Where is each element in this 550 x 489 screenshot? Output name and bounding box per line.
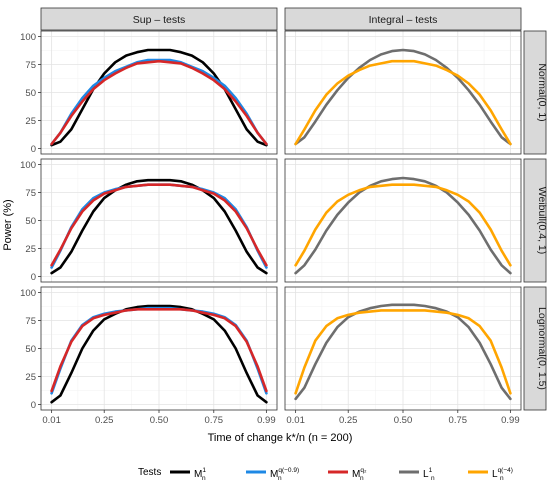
series-line	[294, 309, 512, 395]
series-line	[50, 48, 268, 147]
y-tick-label: 100	[20, 160, 36, 171]
facet-strip-row-label: Lognormal(0, 1.5)	[536, 307, 548, 390]
y-tick-label: 100	[20, 32, 36, 43]
x-tick-label: 0.25	[339, 415, 358, 426]
legend-entry-label: L1 n	[423, 467, 435, 482]
y-tick-label: 25	[25, 372, 36, 383]
x-tick-label: 0.99	[501, 415, 520, 426]
series-line	[50, 178, 268, 275]
y-tick-label: 0	[31, 272, 36, 283]
facet-strip-row	[523, 286, 547, 411]
y-tick-label: 0	[31, 400, 36, 411]
y-tick-label: 25	[25, 116, 36, 127]
legend-entry-label: M1 n	[194, 467, 206, 482]
facet-strip-row-label: Weibull(0.4, 1)	[536, 187, 548, 255]
y-tick-label: 50	[25, 216, 36, 227]
series-line	[294, 176, 512, 275]
facet-strip-column-label: Integral – tests	[369, 14, 438, 26]
series-line	[294, 59, 512, 146]
y-tick-label: 50	[25, 88, 36, 99]
panel-border	[284, 30, 522, 155]
legend-entry-label: Lq(−4) n	[492, 467, 513, 482]
x-tick-label: 0.75	[449, 415, 468, 426]
y-tick-label: 25	[25, 244, 36, 255]
x-tick-label: 0.99	[257, 415, 276, 426]
x-axis-title: Time of change k*/n (n = 200)	[208, 432, 353, 444]
facet-strip-column	[284, 7, 522, 31]
series-line	[50, 59, 268, 146]
y-tick-label: 0	[31, 144, 36, 155]
y-tick-label: 75	[25, 316, 36, 327]
x-tick-label: 0.01	[42, 415, 61, 426]
series-line	[294, 48, 512, 146]
y-tick-label: 50	[25, 344, 36, 355]
x-tick-label: 0.01	[286, 415, 305, 426]
y-axis-title: Power (%)	[2, 199, 14, 250]
legend-entry-label: Mq(−0.9) n	[270, 467, 299, 482]
facet-strip-row	[523, 158, 547, 283]
y-tick-label: 100	[20, 288, 36, 299]
series-line	[50, 183, 268, 267]
facet-strip-row-label: Normal(0, 1)	[536, 63, 548, 121]
series-line	[50, 307, 268, 393]
x-tick-label: 0.75	[205, 415, 224, 426]
facet-strip-column	[40, 7, 278, 31]
x-tick-label: 0.50	[150, 415, 169, 426]
facet-strip-column-label: Sup – tests	[133, 14, 186, 26]
series-line	[50, 304, 268, 404]
facet-strip-row	[523, 30, 547, 155]
x-tick-label: 0.50	[394, 415, 413, 426]
panel-border	[284, 158, 522, 283]
y-tick-label: 75	[25, 188, 36, 199]
series-line	[294, 183, 512, 267]
x-tick-label: 0.25	[95, 415, 114, 426]
legend-entry-label: Mq₂ n	[352, 467, 367, 482]
y-tick-label: 75	[25, 60, 36, 71]
legend-title: Tests	[138, 467, 161, 478]
series-line	[294, 303, 512, 401]
